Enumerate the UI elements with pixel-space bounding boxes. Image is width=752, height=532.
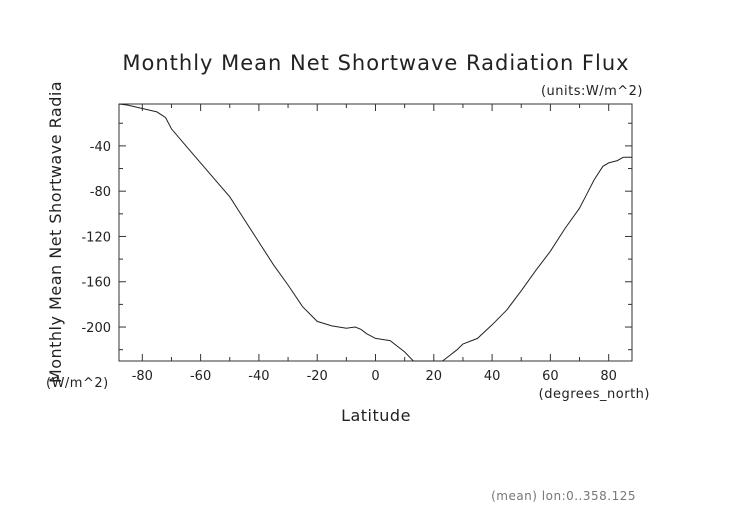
y-tick-label: -160 [81, 276, 111, 291]
y-tick-label: -200 [81, 321, 111, 336]
x-tick-label: -40 [248, 369, 269, 384]
x-tick-labels: -80 -60 -40 -20 0 20 40 60 80 [132, 369, 617, 384]
x-tick-label: -80 [132, 369, 153, 384]
x-tick-label: 80 [600, 369, 617, 384]
y-axis-label: Monthly Mean Net Shortwave Radia [46, 81, 65, 383]
x-tick-label: 40 [484, 369, 501, 384]
units-label: (units:W/m^2) [541, 84, 643, 99]
x-tick-label: 60 [542, 369, 559, 384]
tick-group [119, 104, 632, 361]
x-tick-label: 0 [371, 369, 379, 384]
x-axis-label: Latitude [341, 406, 411, 425]
footnote: (mean) lon:0..358.125 [491, 489, 636, 503]
x-units-label: (degrees_north) [539, 387, 650, 402]
y-tick-label: -80 [90, 185, 111, 200]
plot-frame [118, 103, 633, 362]
y-tick-labels: -40 -80 -120 -160 -200 [81, 140, 111, 336]
x-tick-label: 20 [426, 369, 443, 384]
y-units-label: (W/m^2) [46, 376, 109, 391]
series-line [118, 103, 632, 362]
x-tick-label: -20 [307, 369, 328, 384]
chart-title: Monthly Mean Net Shortwave Radiation Flu… [122, 51, 629, 75]
y-tick-label: -120 [81, 230, 111, 245]
x-tick-label: -60 [190, 369, 211, 384]
y-tick-label: -40 [90, 140, 111, 155]
